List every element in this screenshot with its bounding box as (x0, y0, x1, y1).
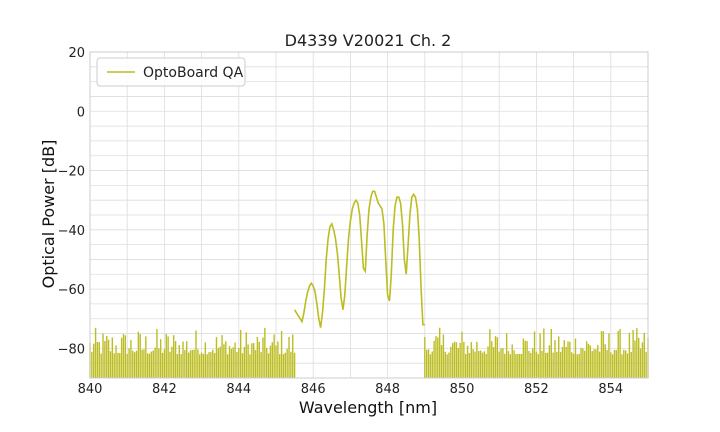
gridlines (89, 51, 649, 379)
y-tick-labels: 20 0 −20 −40 −60 −80 (58, 46, 85, 357)
x-tick-label: 842 (152, 382, 177, 397)
x-tick-label: 852 (524, 382, 549, 397)
y-tick-label: −60 (58, 283, 85, 298)
x-tick-label: 846 (301, 382, 326, 397)
y-tick-label: −40 (58, 224, 85, 239)
x-tick-labels: 840 842 844 846 848 850 852 854 (78, 382, 624, 397)
y-axis-label: Optical Power [dB] (39, 140, 58, 289)
x-tick-label: 840 (78, 382, 103, 397)
chart-title: D4339 V20021 Ch. 2 (285, 31, 452, 50)
y-tick-label: 0 (77, 105, 85, 120)
noise-floor-bars (89, 327, 649, 378)
plot-frame (89, 51, 649, 379)
x-tick-label: 844 (226, 382, 251, 397)
series-line-optoboard-qa (293, 190, 425, 328)
y-tick-label: 20 (68, 46, 85, 61)
y-tick-label: −20 (58, 165, 85, 180)
legend-box (96, 57, 246, 87)
x-tick-label: 850 (450, 382, 475, 397)
x-tick-label: 848 (375, 382, 400, 397)
x-tick-label: 854 (598, 382, 623, 397)
legend: OptoBoard QA (96, 57, 246, 87)
x-axis-label: Wavelength [nm] (299, 398, 437, 417)
legend-label: OptoBoard QA (143, 65, 244, 81)
y-tick-label: −80 (58, 342, 85, 357)
